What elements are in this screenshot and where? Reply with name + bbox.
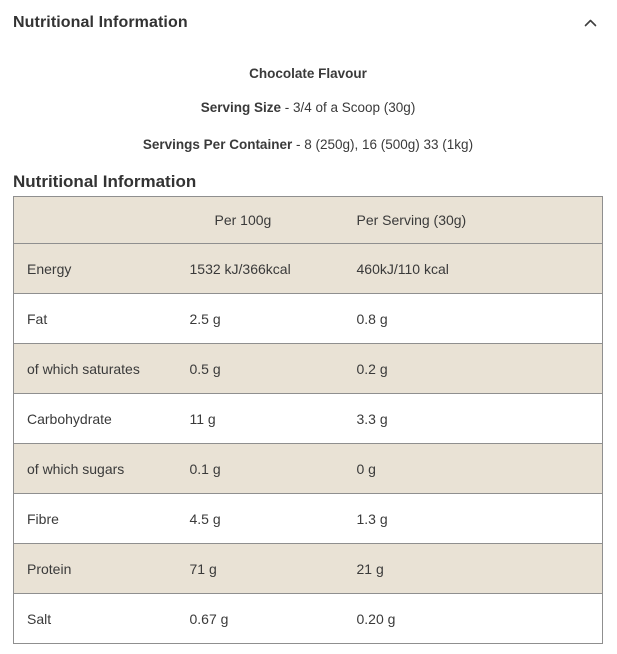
nutrient-label-cell: Protein <box>13 543 190 594</box>
per-serving-value-cell: 3.3 g <box>356 393 603 444</box>
per-100g-value-cell: 71 g <box>189 543 357 594</box>
per-serving-value-cell: 1.3 g <box>356 493 603 544</box>
table-header-row: Per 100g Per Serving (30g) <box>13 196 603 244</box>
table-row: Protein 71 g 21 g <box>13 543 603 594</box>
table-row: Salt 0.67 g 0.20 g <box>13 593 603 644</box>
servings-per-container-label: Servings Per Container <box>142 137 293 152</box>
per-serving-value-cell: 21 g <box>356 543 603 594</box>
per-serving-value-cell: 0 g <box>356 443 603 494</box>
per-100g-value-cell: 1532 kJ/366kcal <box>189 243 357 294</box>
per-100g-value-cell: 4.5 g <box>189 493 357 544</box>
per-serving-value-cell: 460kJ/110 kcal <box>356 243 603 294</box>
per-serving-value-cell: 0.20 g <box>356 593 603 644</box>
table-row: Energy 1532 kJ/366kcal 460kJ/110 kcal <box>13 243 603 294</box>
table-row: Fat 2.5 g 0.8 g <box>13 293 603 344</box>
header-per-100g: Per 100g <box>189 196 357 244</box>
header-per-serving: Per Serving (30g) <box>356 196 603 244</box>
table-row: Carbohydrate 11 g 3.3 g <box>13 393 603 444</box>
nutrient-label-cell: Energy <box>13 243 190 294</box>
servings-per-container-value: - 8 (250g), 16 (500g) 33 (1kg) <box>292 137 474 152</box>
chevron-up-icon <box>584 19 597 27</box>
per-serving-value-cell: 0.8 g <box>356 293 603 344</box>
nutrient-label-cell: Carbohydrate <box>13 393 190 444</box>
per-100g-value-cell: 0.67 g <box>189 593 357 644</box>
per-100g-value-cell: 2.5 g <box>189 293 357 344</box>
per-100g-value-cell: 11 g <box>189 393 357 444</box>
per-100g-value-cell: 0.1 g <box>189 443 357 494</box>
nutrient-label-cell: of which saturates <box>13 343 190 394</box>
flavour-text: Chocolate Flavour <box>249 66 367 81</box>
per-serving-value-cell: 0.2 g <box>356 343 603 394</box>
nutrition-table-body: Energy 1532 kJ/366kcal 460kJ/110 kcal Fat 2.… <box>13 243 603 644</box>
accordion-title: Nutritional Information <box>13 14 188 31</box>
nutrient-label-cell: Fibre <box>13 493 190 544</box>
nutrient-label-cell: Fat <box>13 293 190 344</box>
header-blank-cell <box>13 196 190 244</box>
table-row: Fibre 4.5 g 1.3 g <box>13 493 603 544</box>
serving-size-value: - 3/4 of a Scoop (30g) <box>280 100 416 115</box>
serving-size-text: Serving Size - 3/4 of a Scoop (30g) <box>13 100 603 116</box>
accordion-header[interactable]: Nutritional Information <box>13 0 603 33</box>
nutrient-label-cell: of which sugars <box>13 443 190 494</box>
table-row: of which saturates 0.5 g 0.2 g <box>13 343 603 394</box>
nutrition-section-title: Nutritional Information <box>13 172 197 191</box>
serving-size-label: Serving Size <box>200 100 281 115</box>
nutrient-label-cell: Salt <box>13 593 190 644</box>
accordion-collapse-button[interactable] <box>578 17 603 29</box>
nutrition-table: Per 100g Per Serving (30g) Energy 1532 kJ… <box>13 196 603 644</box>
servings-per-container-text: Servings Per Container - 8 (250g), 16 (5… <box>13 137 603 153</box>
per-100g-value-cell: 0.5 g <box>189 343 357 394</box>
